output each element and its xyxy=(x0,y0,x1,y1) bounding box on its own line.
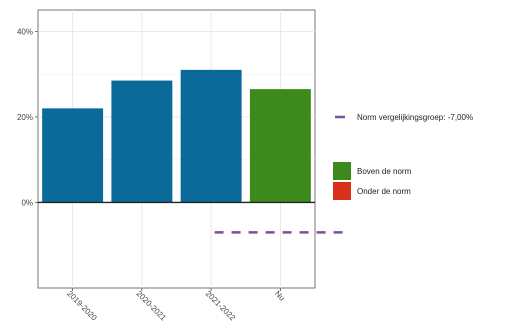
bar-0 xyxy=(42,108,104,203)
legend-norm-label: Norm vergelijkingsgroep: -7,00% xyxy=(357,113,473,122)
legend-key-boven xyxy=(333,162,351,180)
y-axis-ticks: 0% 20% 40% xyxy=(17,27,38,207)
legend: Norm vergelijkingsgroep: -7,00% Boven de… xyxy=(333,113,473,200)
y-tick-label-1: 20% xyxy=(17,113,33,122)
legend-label-onder: Onder de norm xyxy=(357,187,411,196)
x-tick-label-0: 2019-2020 xyxy=(65,289,99,323)
bar-2 xyxy=(180,69,242,203)
x-axis-ticks: 2019-2020 2020-2021 2021-2022 Nu xyxy=(65,288,287,323)
bar-3 xyxy=(249,89,311,203)
bar-1 xyxy=(111,80,173,203)
legend-label-boven: Boven de norm xyxy=(357,167,412,176)
x-tick-label-1: 2020-2021 xyxy=(134,289,168,323)
legend-key-onder xyxy=(333,182,351,200)
y-tick-label-0: 0% xyxy=(21,198,33,207)
bars xyxy=(42,69,311,203)
x-tick-label-2: 2021-2022 xyxy=(204,289,238,323)
y-tick-label-2: 40% xyxy=(17,27,33,36)
x-tick-label-3: Nu xyxy=(273,289,287,303)
